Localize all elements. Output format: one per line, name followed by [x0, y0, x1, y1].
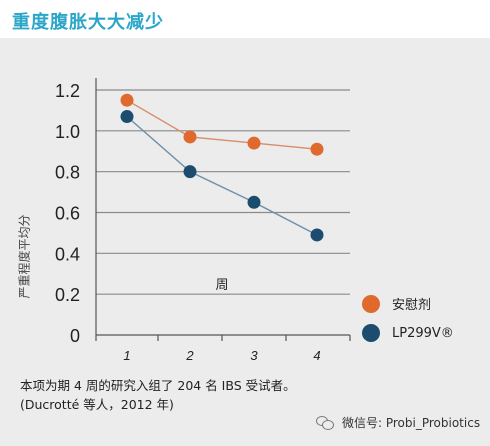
y-tick-label: 0.4 [55, 244, 80, 264]
data-point-lp299v [310, 228, 324, 242]
series-line-placebo [126, 99, 318, 150]
x-tick-label: 2 [185, 348, 194, 363]
watermark-text: 微信号: Probi_Probiotics [342, 416, 481, 430]
line-chart: 1.2 1.0 0.8 0.6 0.4 0.2 0 1 2 3 4 周 [55, 78, 351, 363]
y-tick-label: 0.2 [55, 285, 80, 305]
footnote: 本项为期 4 周的研究入组了 204 名 IBS 受试者。 (Ducrotté … [20, 376, 296, 414]
data-point-lp299v [120, 110, 134, 124]
y-tick-label: 0.6 [55, 204, 80, 224]
data-point-lp299v [247, 195, 261, 209]
wechat-icon [316, 415, 334, 430]
chart-panel: 1.2 1.0 0.8 0.6 0.4 0.2 0 1 2 3 4 周 严重程度平均分 安慰剂 LP2… [0, 38, 490, 446]
legend-swatch-lp299v [362, 324, 380, 342]
y-tick-label: 0 [70, 326, 80, 346]
chart-title: 重度腹胀大大减少 [12, 12, 164, 33]
y-axis-label: 严重程度平均分 [17, 214, 32, 299]
data-point-lp299v [183, 165, 197, 179]
x-tick-label: 3 [250, 348, 258, 363]
footnote-line-2: (Ducrotté 等人，2012 年) [20, 397, 174, 412]
y-tick-label: 0.8 [55, 163, 80, 183]
series-line-lp299v [126, 116, 318, 236]
legend-item-placebo: 安慰剂 [362, 294, 431, 313]
x-axis-label: 周 [215, 278, 228, 293]
y-tick-label: 1.0 [55, 122, 80, 142]
y-tick-label: 1.2 [55, 81, 80, 101]
data-point-placebo [120, 93, 134, 107]
data-point-placebo [247, 136, 261, 150]
legend-swatch-placebo [362, 294, 380, 313]
legend-label-placebo: 安慰剂 [392, 298, 432, 313]
watermark: 微信号: Probi_Probiotics [316, 414, 480, 431]
data-point-placebo [183, 130, 197, 144]
data-point-placebo [310, 142, 324, 156]
legend-item-lp299v: LP299V® [362, 324, 454, 342]
x-tick-label: 4 [313, 348, 320, 363]
legend-label-lp299v: LP299V® [392, 325, 454, 341]
footnote-line-1: 本项为期 4 周的研究入组了 204 名 IBS 受试者。 [20, 378, 296, 393]
x-tick-label: 1 [123, 348, 130, 363]
